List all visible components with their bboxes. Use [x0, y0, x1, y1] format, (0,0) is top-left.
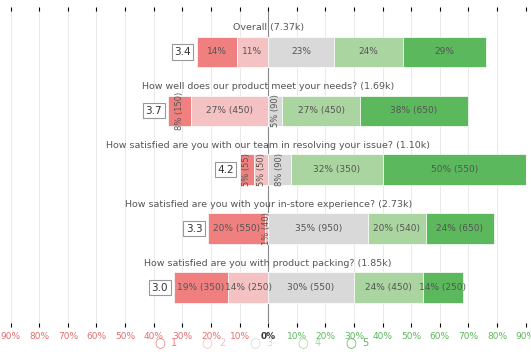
Text: 32% (350): 32% (350)	[313, 165, 361, 174]
Bar	[208, 213, 266, 244]
Text: 5: 5	[362, 338, 369, 348]
Text: 4.2: 4.2	[217, 165, 234, 175]
Text: ○: ○	[154, 337, 165, 350]
Text: 1% (40): 1% (40)	[262, 212, 271, 245]
Text: 27% (450): 27% (450)	[206, 106, 253, 115]
Text: 3.3: 3.3	[186, 224, 202, 234]
Text: 24% (650): 24% (650)	[436, 224, 483, 233]
Text: 20% (550): 20% (550)	[213, 224, 260, 233]
Text: 1: 1	[171, 338, 177, 348]
Text: 5% (90): 5% (90)	[271, 94, 280, 127]
Bar	[266, 213, 268, 244]
Text: ○: ○	[345, 337, 356, 350]
Bar	[383, 154, 526, 185]
Text: 50% (550): 50% (550)	[431, 165, 478, 174]
Text: 30% (550): 30% (550)	[287, 283, 335, 292]
Bar	[354, 272, 423, 303]
Text: 14% (250): 14% (250)	[419, 283, 466, 292]
Text: 14%: 14%	[207, 48, 227, 56]
Text: 35% (950): 35% (950)	[295, 224, 342, 233]
Text: 23%: 23%	[291, 48, 311, 56]
Text: 29%: 29%	[434, 48, 454, 56]
Text: 2: 2	[219, 338, 225, 348]
Bar	[196, 37, 237, 67]
Bar	[282, 95, 359, 126]
Bar	[402, 37, 486, 67]
Text: How well does our product meet your needs? (1.69k): How well does our product meet your need…	[142, 82, 395, 91]
Bar	[423, 272, 463, 303]
Bar	[168, 95, 191, 126]
Text: ○: ○	[202, 337, 212, 350]
Text: How satisfied are you with your in-store experience? (2.73k): How satisfied are you with your in-store…	[125, 200, 412, 209]
Bar	[268, 272, 354, 303]
Text: ○: ○	[297, 337, 308, 350]
Text: Overall (7.37k): Overall (7.37k)	[233, 23, 304, 32]
Text: 5% (55): 5% (55)	[242, 153, 251, 186]
Bar	[239, 154, 254, 185]
Bar	[174, 272, 228, 303]
Bar	[268, 95, 282, 126]
Bar	[268, 37, 334, 67]
Bar	[334, 37, 402, 67]
Text: ○: ○	[250, 337, 260, 350]
Text: 24%: 24%	[358, 48, 378, 56]
Text: 11%: 11%	[242, 48, 262, 56]
Text: 38% (650): 38% (650)	[390, 106, 438, 115]
Text: 5% (50): 5% (50)	[256, 153, 266, 186]
Text: 3.7: 3.7	[145, 106, 162, 116]
Text: How satisfied are you with product packing? (1.85k): How satisfied are you with product packi…	[144, 259, 392, 268]
Text: 3.0: 3.0	[151, 283, 168, 293]
Text: 24% (450): 24% (450)	[365, 283, 412, 292]
Bar	[254, 154, 268, 185]
Text: How satisfied are you with our team in resolving your issue? (1.10k): How satisfied are you with our team in r…	[106, 141, 430, 150]
Text: 8% (90): 8% (90)	[275, 153, 284, 186]
Bar	[268, 154, 291, 185]
Text: 3.4: 3.4	[174, 47, 191, 57]
Text: 14% (250): 14% (250)	[225, 283, 272, 292]
Bar	[291, 154, 383, 185]
Bar	[228, 272, 268, 303]
Text: 20% (540): 20% (540)	[373, 224, 421, 233]
Bar	[191, 95, 268, 126]
Text: 27% (450): 27% (450)	[297, 106, 345, 115]
Text: 19% (350): 19% (350)	[177, 283, 225, 292]
Bar	[237, 37, 268, 67]
Bar	[425, 213, 494, 244]
Text: 3: 3	[267, 338, 273, 348]
Text: 8% (150): 8% (150)	[175, 92, 184, 130]
Bar	[369, 213, 425, 244]
Text: 4: 4	[314, 338, 321, 348]
Bar	[268, 213, 369, 244]
Bar	[359, 95, 468, 126]
